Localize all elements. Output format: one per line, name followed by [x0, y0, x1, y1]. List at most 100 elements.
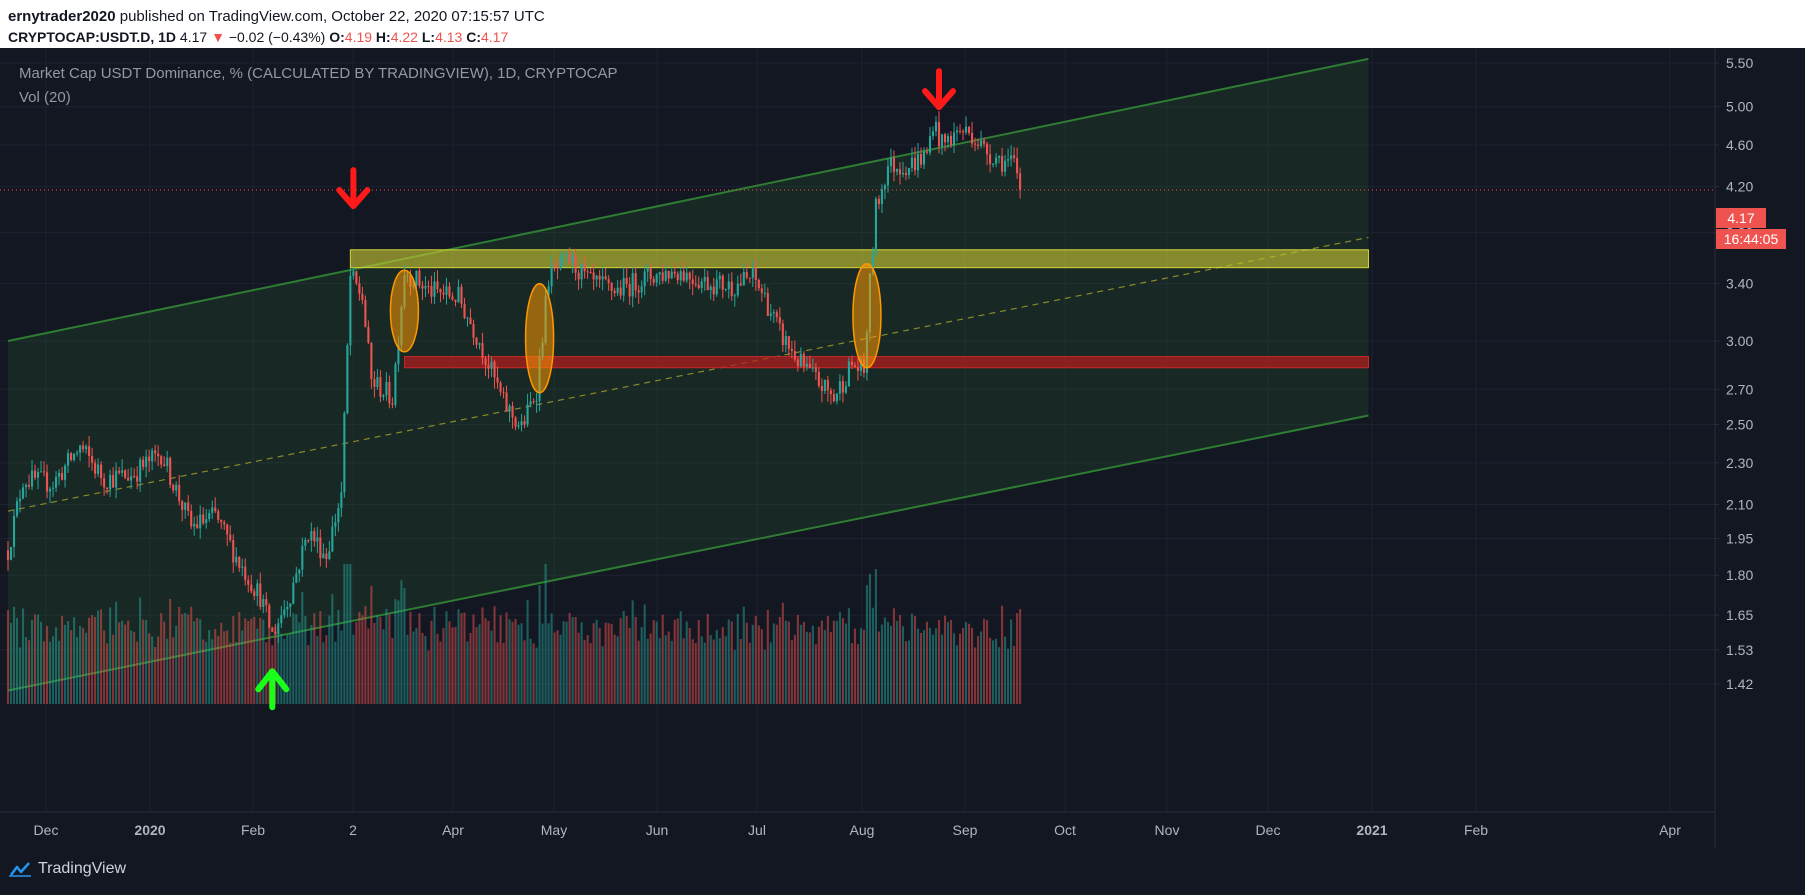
volume-bar [1001, 605, 1004, 704]
candle-body [1013, 155, 1016, 159]
volume-bar [787, 621, 790, 704]
support-zone [403, 356, 1369, 369]
candle-body [754, 267, 757, 280]
candle-body [373, 379, 376, 387]
volume-bar [421, 632, 424, 704]
candle-body [850, 361, 853, 366]
volume-bar [814, 644, 817, 704]
volume-bar [319, 611, 322, 704]
candle-body [592, 272, 595, 280]
volume-bar [397, 600, 400, 704]
candle-body [961, 131, 965, 133]
volume-bar [706, 613, 709, 704]
volume-bar [937, 619, 941, 704]
parallel-channel[interactable] [7, 57, 1369, 692]
candle-body [712, 286, 715, 295]
candle-body [619, 287, 622, 296]
candle-body [598, 275, 601, 280]
volume-bar [736, 613, 739, 704]
volume-bar [847, 608, 850, 704]
candle-body [97, 464, 100, 474]
volume-bar [226, 630, 229, 704]
volume-bar [208, 629, 211, 704]
price-axis[interactable]: 5.505.004.604.203.803.403.002.702.502.30… [1714, 48, 1753, 848]
candle-body [973, 143, 977, 145]
candle-body [349, 275, 352, 346]
volume-bar [631, 600, 634, 704]
volume-bar [877, 631, 880, 704]
candle-body [571, 255, 574, 263]
chart-background [0, 48, 1805, 848]
volume-bar [583, 640, 586, 704]
volume-bar [298, 622, 301, 704]
volume-bar [823, 629, 826, 704]
volume-bar [379, 616, 382, 704]
candle-body [247, 580, 250, 585]
candle-body [316, 537, 319, 542]
candle-body [1010, 155, 1013, 160]
volume-bar [445, 611, 448, 704]
candle-body [790, 348, 793, 351]
price-tick-label: 2.30 [1726, 455, 1753, 471]
candle-body [826, 380, 829, 391]
candle-body [364, 300, 367, 327]
volume-bar [769, 642, 772, 704]
tradingview-logo[interactable]: TradingView [8, 858, 126, 880]
volume-bar [232, 616, 235, 704]
high-value: 4.22 [390, 29, 418, 45]
candle-body [967, 126, 971, 133]
volume-bar [331, 594, 334, 704]
volume-bar [910, 613, 914, 704]
volume-bar [547, 623, 550, 704]
annotation-marks[interactable] [0, 68, 1715, 711]
countdown-tag-label: 16:44:05 [1724, 231, 1779, 247]
arrow-shape [336, 167, 371, 210]
time-axis[interactable]: Dec 2020 Feb 2 Apr May Jun Jul Aug Sep Oct Nov Dec 20… [0, 811, 1715, 838]
candle-body [664, 270, 667, 281]
candle-body [844, 386, 847, 393]
volume-bar [673, 619, 676, 704]
candle-body [508, 405, 511, 412]
candle-body [190, 511, 193, 527]
volume-bar [751, 624, 754, 704]
red-down-arrow-icon [922, 68, 957, 111]
candle-body [1016, 158, 1019, 174]
volume-bar [133, 631, 136, 704]
volume-bar [913, 615, 917, 704]
candle-body [829, 390, 832, 394]
candle-body [895, 169, 899, 172]
candle-body [526, 404, 529, 425]
candle-body [169, 457, 172, 485]
volume-bar [430, 620, 433, 704]
volume-bar [652, 619, 655, 704]
candle-body [433, 281, 436, 297]
volume-bar [157, 636, 160, 704]
volume-bar [151, 636, 154, 704]
volume-bar [685, 621, 688, 704]
author-name[interactable]: ernytrader2020 [8, 8, 116, 25]
open-label: O: [329, 29, 345, 45]
candle-body [769, 313, 772, 316]
volume-bar [625, 616, 628, 704]
candle-body [574, 255, 577, 273]
candle-body [520, 421, 523, 426]
price-tick-label: 2.10 [1726, 497, 1753, 513]
candle-body [208, 512, 211, 520]
volume-bar [712, 639, 715, 704]
candle-body [610, 282, 613, 291]
volume-bar [469, 632, 472, 704]
volume-bar [415, 627, 418, 704]
candle-body [322, 553, 325, 559]
volume-bar [352, 634, 355, 704]
volume-bar [27, 640, 31, 704]
candle-body [112, 475, 115, 488]
candle-body [39, 471, 43, 473]
horizontal-zones[interactable] [349, 249, 1369, 369]
price-chart[interactable]: 5.505.004.604.203.803.403.002.702.502.30… [0, 48, 1805, 848]
candle-body [556, 266, 559, 269]
channel-upper-line [7, 57, 1369, 342]
volume-bar [1019, 609, 1022, 704]
volume-bar [742, 606, 745, 704]
volume-bar [967, 623, 971, 704]
volume-bar [112, 634, 115, 704]
